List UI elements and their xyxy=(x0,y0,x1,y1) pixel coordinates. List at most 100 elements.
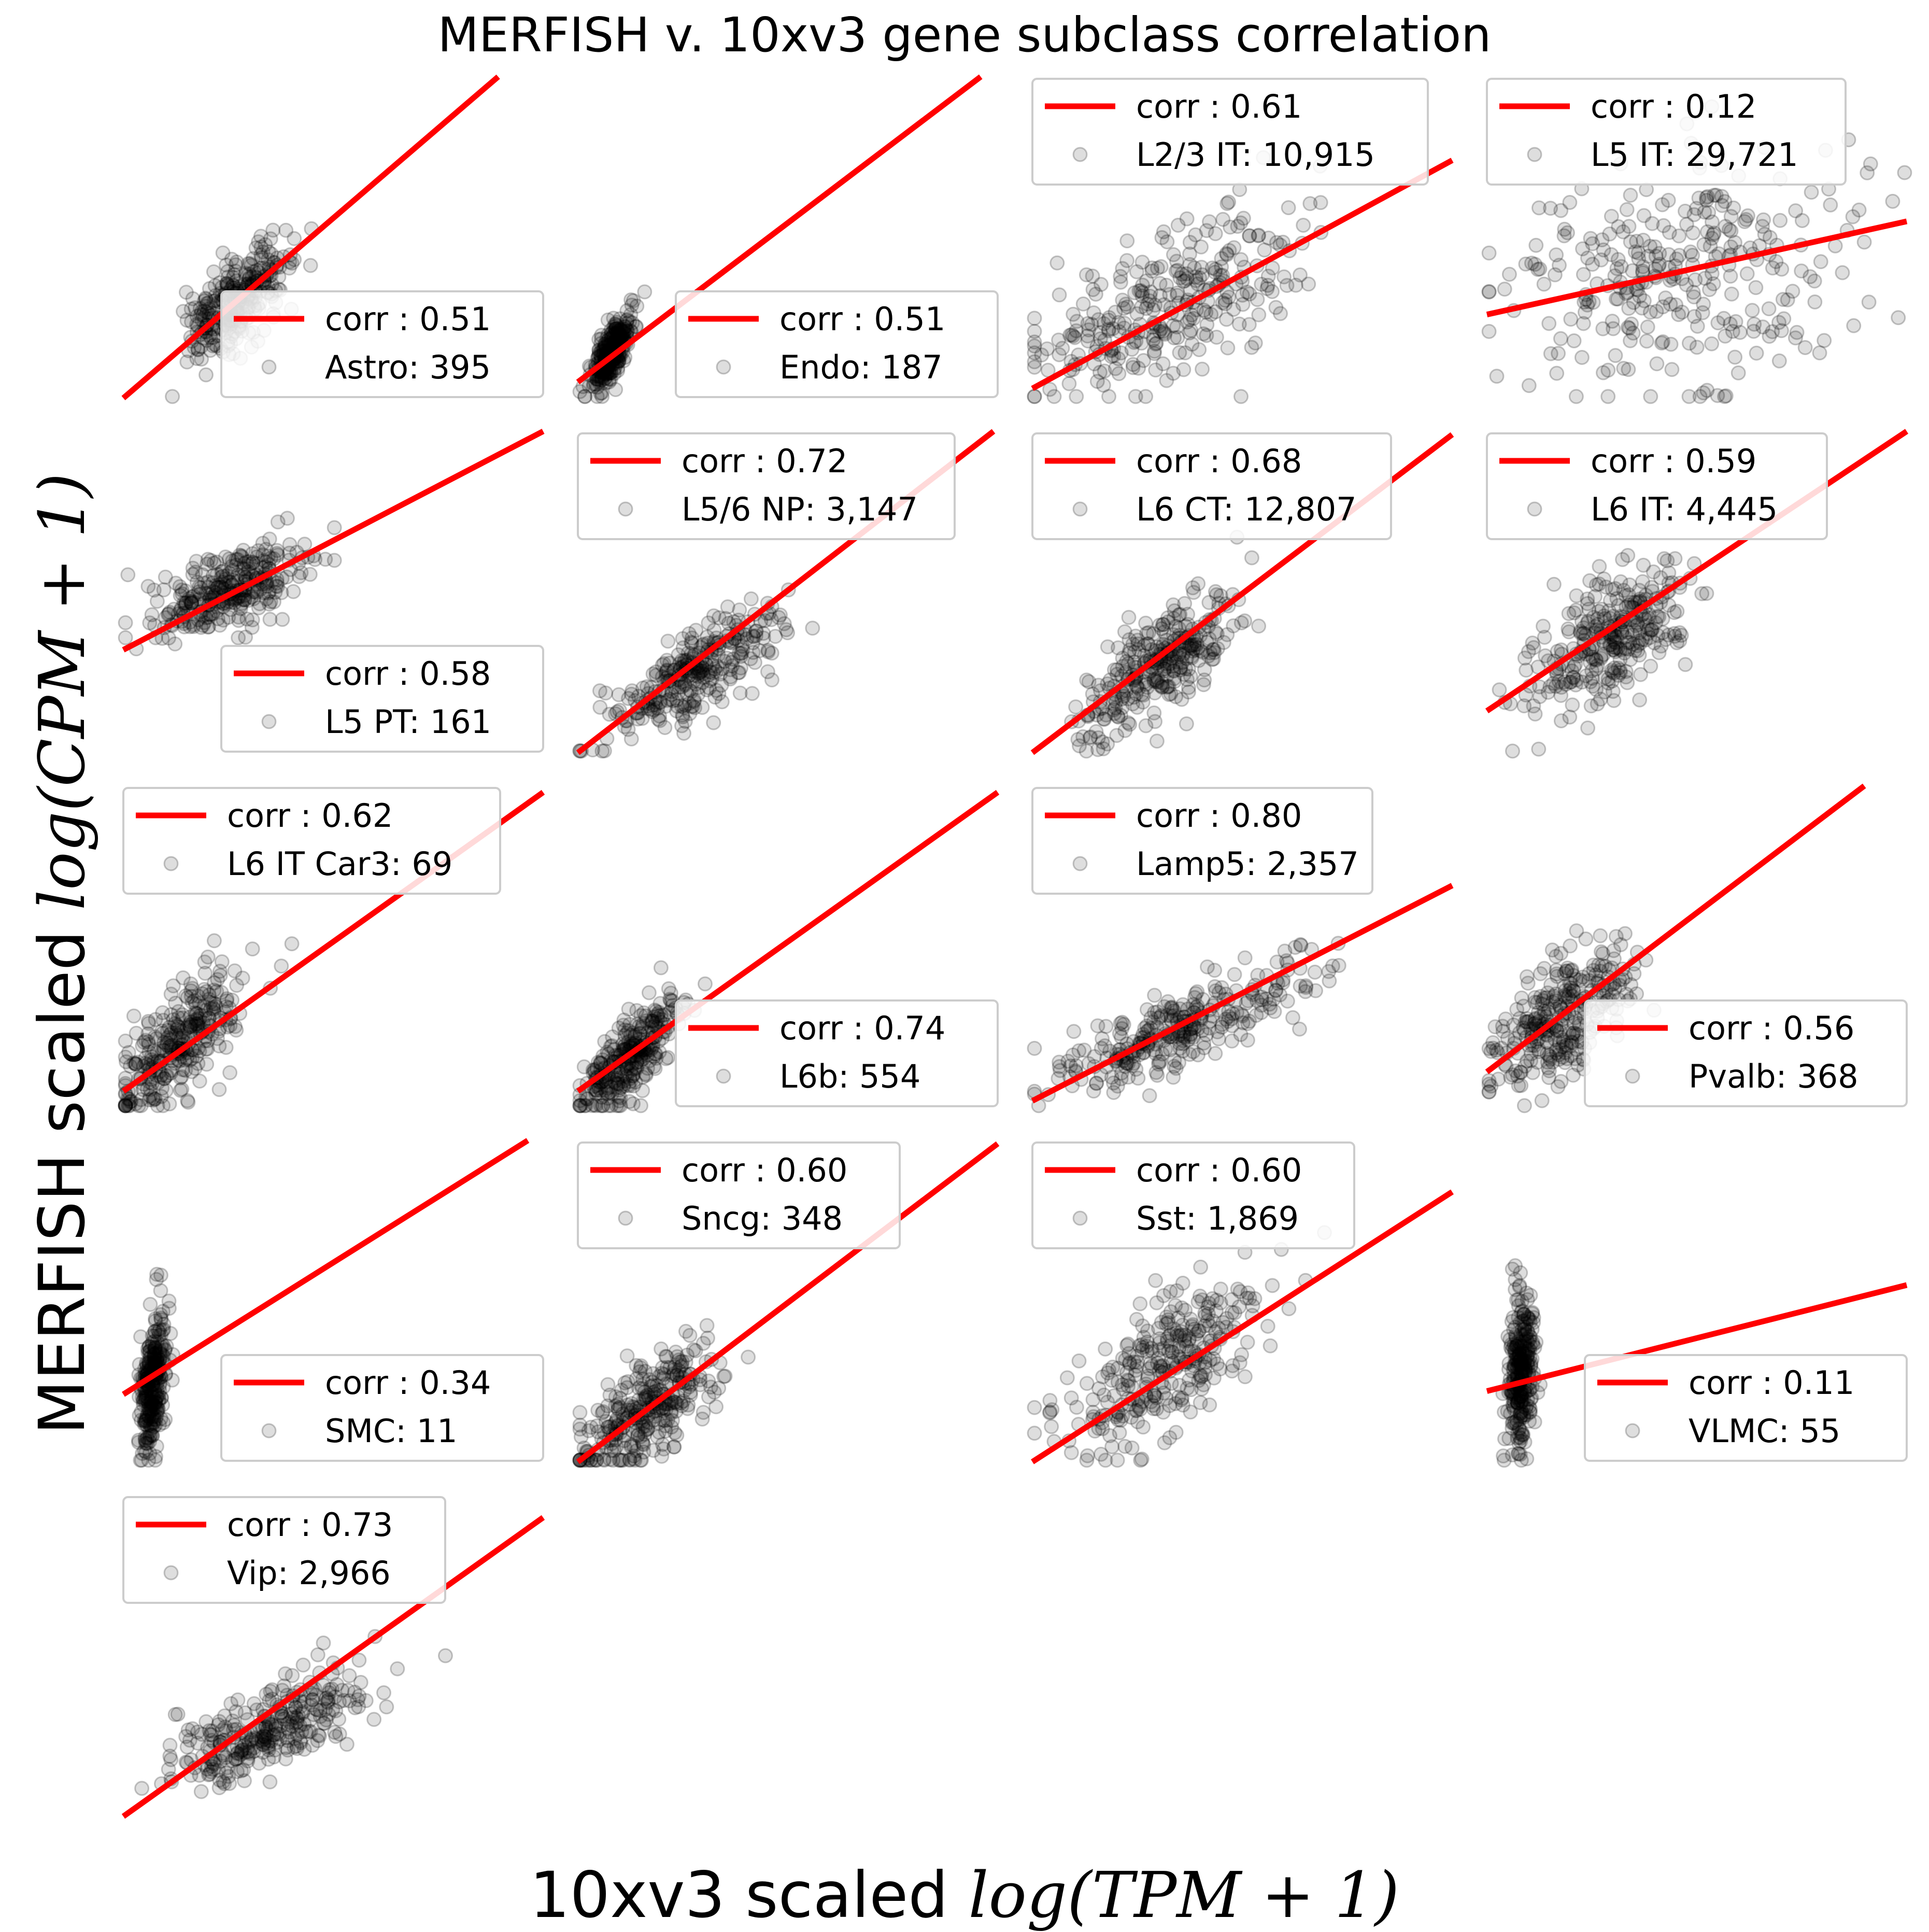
gene-point xyxy=(207,983,221,997)
gene-point xyxy=(1208,980,1222,993)
gene-point xyxy=(275,960,288,973)
gene-point xyxy=(188,596,201,609)
gene-point xyxy=(122,1046,135,1059)
gene-point xyxy=(1252,619,1266,633)
gene-point xyxy=(1506,744,1520,758)
legend-subclass-label: Astro: 395 xyxy=(325,348,491,386)
legend-point-swatch xyxy=(262,1424,276,1437)
gene-point xyxy=(1080,1454,1094,1467)
gene-point xyxy=(1621,549,1635,562)
gene-point xyxy=(1687,290,1701,304)
gene-point xyxy=(219,1041,233,1054)
gene-point xyxy=(1700,225,1714,238)
gene-point xyxy=(1776,293,1790,306)
gene-point xyxy=(162,631,176,645)
gene-point xyxy=(1250,1009,1263,1022)
gene-point xyxy=(707,716,720,729)
gene-point xyxy=(1652,259,1665,273)
gene-point xyxy=(1147,706,1161,720)
gene-point xyxy=(1060,1371,1074,1385)
gene-point xyxy=(742,1350,755,1364)
gene-point xyxy=(1156,1047,1169,1061)
gene-point xyxy=(1072,1354,1086,1367)
gene-point xyxy=(1076,730,1090,743)
gene-point xyxy=(1238,951,1252,965)
gene-point xyxy=(1111,1454,1124,1467)
gene-point xyxy=(1209,585,1222,598)
gene-point xyxy=(1176,1276,1189,1290)
gene-point xyxy=(1547,577,1561,591)
gene-point xyxy=(161,1024,174,1037)
fit-line xyxy=(123,431,543,650)
gene-point xyxy=(283,538,296,552)
gene-point xyxy=(1524,1406,1537,1419)
gene-point xyxy=(1157,625,1171,639)
gene-point xyxy=(1564,313,1578,326)
gene-point xyxy=(176,971,190,984)
gene-point xyxy=(237,544,250,557)
gene-point xyxy=(1302,277,1315,291)
legend-point-swatch xyxy=(1073,1211,1087,1225)
gene-point xyxy=(634,1009,648,1022)
gene-point xyxy=(1538,1007,1551,1021)
gene-point xyxy=(633,1365,646,1378)
gene-point xyxy=(1705,337,1719,350)
gene-point xyxy=(197,999,211,1012)
gene-point xyxy=(1067,1025,1081,1038)
gene-point xyxy=(1542,1071,1556,1084)
gene-point xyxy=(1220,313,1233,326)
gene-point xyxy=(252,235,265,249)
gene-point xyxy=(1173,346,1186,359)
gene-point xyxy=(1118,724,1132,737)
gene-point xyxy=(232,568,245,582)
legend-corr-label: corr : 0.80 xyxy=(1136,797,1302,835)
gene-point xyxy=(1606,315,1619,328)
gene-point xyxy=(1155,231,1169,244)
gene-point xyxy=(1862,295,1876,309)
gene-point xyxy=(1605,209,1618,223)
gene-point xyxy=(1518,652,1531,665)
gene-point xyxy=(1569,390,1583,403)
gene-point xyxy=(1573,973,1587,986)
gene-point xyxy=(681,1402,694,1415)
gene-point xyxy=(1245,341,1258,354)
gene-point xyxy=(745,687,759,700)
gene-point xyxy=(1567,334,1581,348)
gene-point xyxy=(1070,1401,1083,1414)
gene-point xyxy=(1601,363,1615,377)
gene-point xyxy=(1484,1079,1498,1093)
legend-subclass-label: L6b: 554 xyxy=(779,1057,920,1095)
gene-point xyxy=(671,1350,684,1363)
gene-point xyxy=(642,986,656,999)
gene-point xyxy=(288,232,301,245)
gene-point xyxy=(296,1658,310,1672)
gene-point xyxy=(367,1713,381,1726)
gene-point xyxy=(1115,1016,1129,1029)
gene-point xyxy=(240,612,254,626)
gene-point xyxy=(304,259,317,272)
gene-point xyxy=(1211,1025,1224,1039)
gene-point xyxy=(573,1406,587,1419)
gene-point xyxy=(1028,340,1041,353)
gene-point xyxy=(1210,331,1223,344)
legend-subclass-label: Pvalb: 368 xyxy=(1689,1057,1859,1095)
gene-point xyxy=(744,592,758,605)
gene-point xyxy=(1125,343,1139,356)
gene-point xyxy=(1486,1036,1500,1049)
gene-point xyxy=(1672,308,1685,321)
gene-point xyxy=(593,1056,607,1069)
gene-point xyxy=(1634,637,1647,650)
gene-point xyxy=(1617,362,1630,375)
gene-point xyxy=(190,352,204,365)
gene-point xyxy=(1740,267,1754,280)
gene-point xyxy=(1197,678,1210,692)
legend-corr-label: corr : 0.68 xyxy=(1136,442,1302,480)
gene-point xyxy=(1641,320,1654,334)
gene-point xyxy=(1132,361,1145,375)
